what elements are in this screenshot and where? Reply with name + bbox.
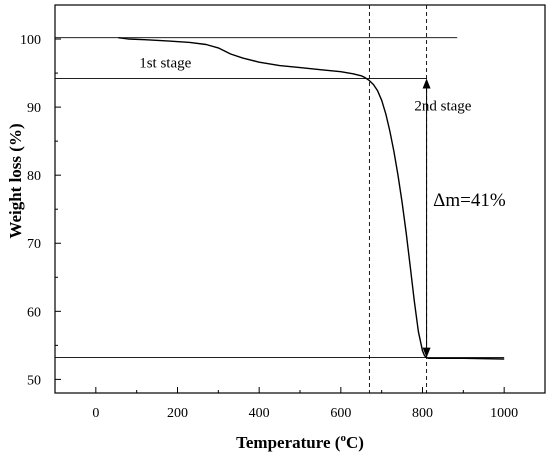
annotations: 1st stage 2nd stage Δm=41%: [139, 56, 506, 211]
y-tick-label: 80: [27, 169, 41, 184]
y-tick-label: 90: [27, 101, 41, 116]
x-axis-ticks: 0 200 400 600 800 1000: [54, 387, 518, 421]
y-tick-label: 60: [27, 305, 41, 320]
x-tick-label: 800: [412, 406, 433, 421]
x-axis-title: Temperature (oC): [236, 432, 364, 452]
x-tick-label: 0: [92, 406, 99, 421]
arrow-head-up: [422, 78, 431, 89]
series-curve: [118, 37, 505, 360]
annotation-label: 2nd stage: [414, 99, 471, 115]
annotation-label: Δm=41%: [433, 190, 506, 211]
y-tick-label: 70: [27, 237, 41, 252]
x-tick-label: 400: [249, 406, 270, 421]
y-tick-label: 100: [20, 33, 41, 48]
annotation-label: 1st stage: [139, 56, 191, 72]
y-axis-ticks: 50 60 70 80 90 100: [20, 33, 61, 388]
y-tick-label: 50: [27, 373, 41, 388]
arrow-head-down: [422, 347, 431, 358]
tga-curve: [118, 37, 505, 360]
x-tick-label: 600: [330, 406, 351, 421]
x-tick-label: 1000: [490, 406, 518, 421]
y-axis-title: Weight loss (%): [6, 123, 25, 238]
delta-m-arrow: [422, 78, 431, 358]
x-tick-label: 200: [167, 406, 188, 421]
